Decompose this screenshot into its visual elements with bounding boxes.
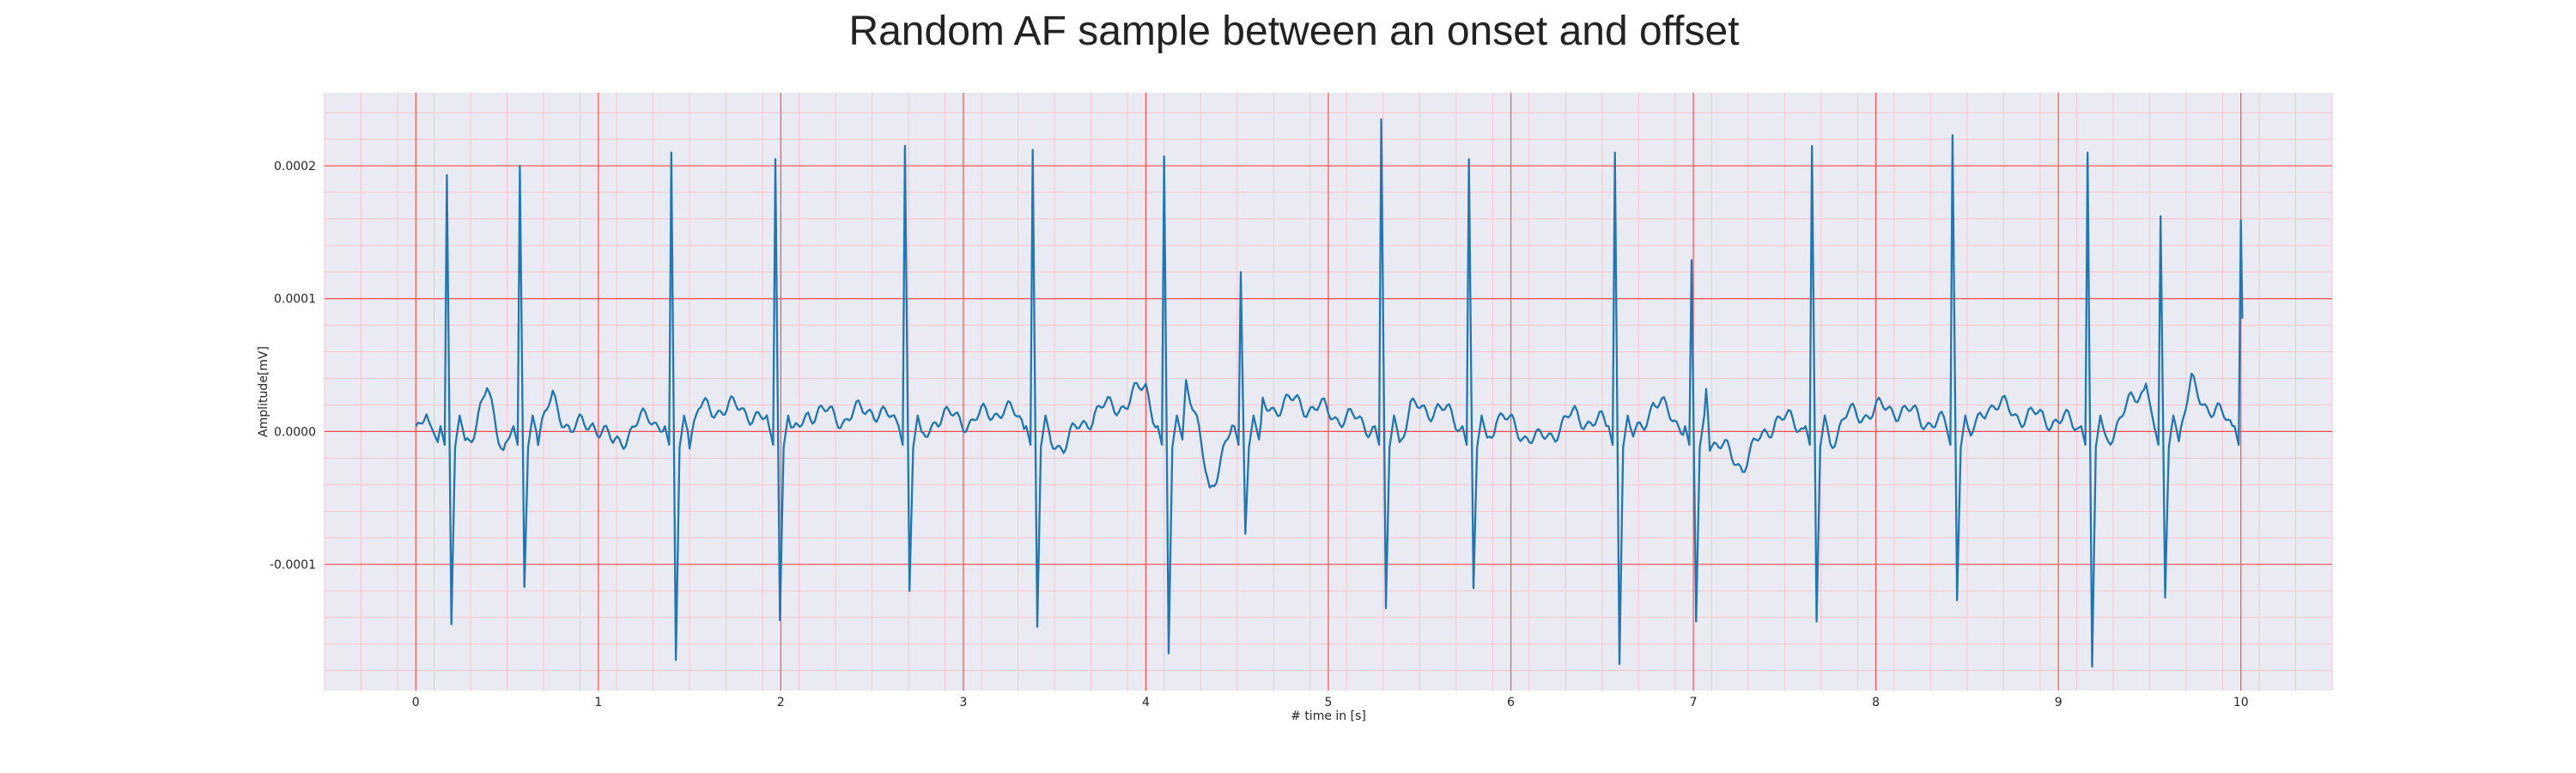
x-axis-label: # time in [s] [1291,709,1366,723]
chart-title: Random AF sample between an onset and of… [848,9,1739,54]
x-tick-label: 7 [1690,696,1698,709]
ecg-signal-line [415,118,2244,668]
x-tick-label: 5 [1325,696,1333,709]
x-tick-label: 8 [1872,696,1880,709]
y-axis-label: Amplitude[mV] [257,346,270,437]
x-tick-labels: 0 1 2 3 4 5 6 7 8 9 10 [412,696,2249,709]
x-tick-label: 6 [1507,696,1515,709]
y-tick-label: 0.0000 [274,425,316,439]
x-tick-label: 1 [594,696,602,709]
x-tick-label: 3 [959,696,967,709]
y-tick-label: 0.0001 [274,293,316,307]
y-tick-label: 0.0002 [274,160,316,173]
x-tick-label: 2 [777,696,785,709]
y-tick-label: -0.0001 [270,558,316,572]
x-tick-label: 10 [2233,696,2249,709]
x-tick-label: 0 [412,696,420,709]
major-grid [325,93,2332,691]
y-tick-labels: -0.0001 0.0000 0.0001 0.0002 [270,160,316,572]
x-tick-label: 4 [1142,696,1150,709]
x-tick-label: 9 [2055,696,2063,709]
